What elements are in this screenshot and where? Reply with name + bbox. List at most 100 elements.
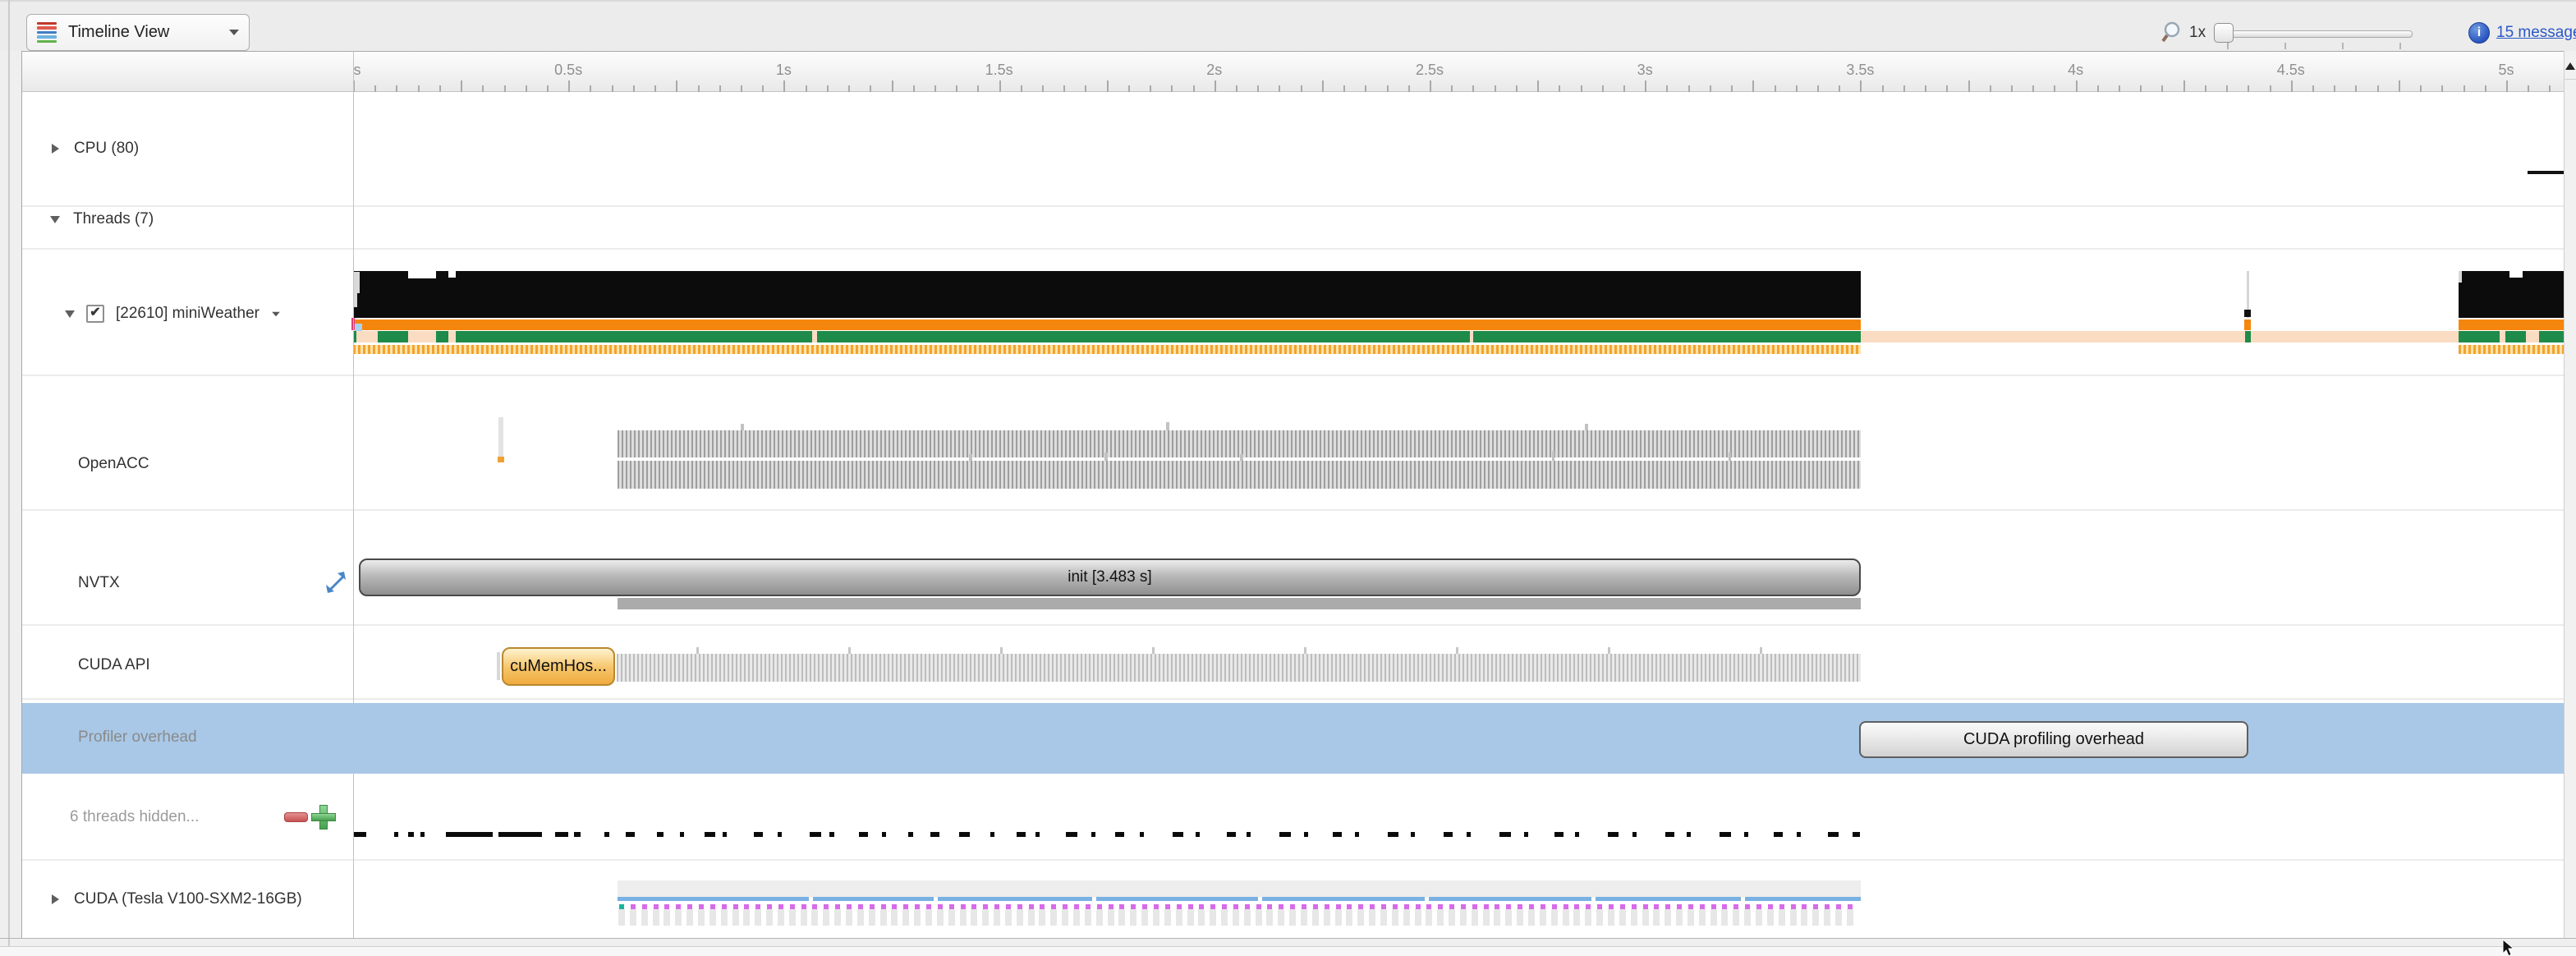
vertical-scrollbar[interactable] — [2564, 51, 2576, 938]
scroll-up-icon[interactable] — [2565, 62, 2575, 70]
show-thread-button[interactable] — [311, 805, 336, 830]
profiler-overhead-event-label: CUDA profiling overhead — [1963, 730, 2145, 748]
ruler-tick — [1063, 85, 1066, 92]
cuda-memory-strip — [618, 909, 625, 926]
zoom-slider[interactable] — [2220, 30, 2413, 38]
hidden-thread-activity-dash — [1687, 832, 1691, 837]
cuda-memory-strip — [1471, 909, 1478, 926]
cuda-memory-tick — [1256, 904, 1261, 909]
expander-collapsed-icon[interactable] — [52, 144, 59, 154]
cuda-memory-strip — [925, 909, 932, 926]
sidebar-item-threads[interactable]: Threads (7) — [22, 202, 351, 237]
ruler-tick — [1989, 85, 1991, 92]
hidden-thread-activity-dash — [859, 832, 868, 837]
hide-thread-button[interactable] — [284, 812, 308, 822]
cuda-memory-strip — [1482, 909, 1490, 926]
expand-row-icon[interactable] — [325, 570, 348, 595]
cuda-memory-strip — [1403, 909, 1410, 926]
ruler-tick — [1171, 85, 1173, 92]
cuda-api-events-strip[interactable] — [617, 654, 1861, 682]
cuda-memory-strip — [1357, 909, 1365, 926]
cuda-memory-tick — [1347, 904, 1352, 909]
ruler-tick — [1150, 85, 1152, 92]
openacc-events-row-1[interactable] — [618, 430, 1861, 457]
cuda-memory-strip — [1721, 909, 1729, 926]
cuda-memory-strip — [971, 909, 978, 926]
timeline-ruler[interactable] — [22, 52, 2564, 92]
cuda-memory-tick — [983, 904, 989, 909]
sidebar-item-cpu[interactable]: CPU (80) — [22, 131, 351, 166]
cuda-memory-tick — [1028, 904, 1034, 909]
cuda-api-cumemhost-event-bar[interactable]: cuMemHos... — [502, 647, 615, 686]
expander-collapsed-icon[interactable] — [52, 894, 59, 904]
zoom-slider-handle[interactable] — [2214, 23, 2234, 43]
sidebar-item-cuda-api[interactable]: CUDA API — [22, 648, 351, 683]
cuda-memory-tick — [1199, 904, 1205, 909]
nvtx-init-event-bar[interactable]: init [3.483 s] — [359, 558, 1861, 596]
cuda-memory-strip — [1414, 909, 1421, 926]
hidden-thread-activity-dash — [1227, 832, 1236, 837]
cuda-memory-strip — [709, 909, 716, 926]
view-selector-dropdown[interactable]: Timeline View — [26, 14, 250, 51]
openacc-events-row-2[interactable] — [618, 461, 1861, 489]
ruler-tick — [2334, 85, 2336, 92]
cuda-memory-strip — [1789, 909, 1797, 926]
ruler-tick-label: 2.5s — [1415, 62, 1444, 78]
hidden-thread-activity-dash — [778, 832, 782, 837]
hidden-thread-activity-dash — [394, 832, 398, 837]
ruler-tick — [590, 85, 592, 92]
sidebar-item-miniweather-thread[interactable]: ✔ [22610] miniWeather — [22, 296, 351, 331]
sidebar-item-profiler-overhead[interactable]: Profiler overhead — [22, 720, 351, 755]
cuda-memory-tick — [1233, 904, 1238, 909]
cuda-memory-tick — [619, 904, 624, 909]
cuda-memory-tick — [732, 904, 738, 909]
expander-expanded-icon[interactable] — [50, 215, 60, 223]
cuda-memory-tick — [1529, 904, 1534, 909]
thread-event-mark — [2244, 310, 2251, 317]
cuda-memory-strip — [1744, 909, 1752, 926]
cuda-memory-strip — [732, 909, 739, 926]
openacc-event-spike — [1585, 424, 1588, 430]
ruler-tick — [1407, 85, 1410, 92]
cuda-memory-tick — [653, 904, 659, 909]
cuda-memory-strip — [902, 909, 910, 926]
cuda-memory-strip — [891, 909, 898, 926]
cuda-memory-tick — [1745, 904, 1751, 909]
cuda-memory-strip — [1562, 909, 1569, 926]
cuda-memory-strip — [1607, 909, 1614, 926]
hidden-thread-activity-dash — [723, 832, 727, 837]
cuda-memory-strip — [1164, 909, 1171, 926]
row-separator — [22, 248, 2564, 250]
cuda-memory-tick — [744, 904, 750, 909]
cuda-memory-tick — [1005, 904, 1011, 909]
hidden-thread-activity-dash — [829, 832, 834, 837]
thread-checkbox[interactable]: ✔ — [86, 305, 104, 323]
cuda-api-event-spike — [1000, 647, 1003, 654]
thread-options-caret-icon[interactable] — [272, 311, 280, 316]
ruler-tick — [1321, 80, 1324, 92]
cuda-profiling-overhead-event-bar[interactable]: CUDA profiling overhead — [1859, 721, 2248, 758]
cuda-memory-strip — [1687, 909, 1694, 926]
cuda-memory-tick — [1153, 904, 1159, 909]
ruler-tick — [2420, 85, 2422, 92]
cuda-memory-strip — [1141, 909, 1149, 926]
cuda-memory-tick — [1380, 904, 1386, 909]
cuda-memory-tick — [1790, 904, 1796, 909]
tree-timeline-divider[interactable] — [353, 51, 354, 938]
cuda-memory-strip — [856, 909, 864, 926]
cuda-memory-strip — [629, 909, 636, 926]
sidebar-item-openacc[interactable]: OpenACC — [22, 447, 351, 481]
messages-link[interactable]: 15 messages — [2496, 24, 2576, 41]
expander-expanded-icon[interactable] — [65, 310, 75, 318]
sidebar-item-cuda-device[interactable]: CUDA (Tesla V100-SXM2-16GB) — [22, 882, 351, 917]
bottom-strip — [0, 946, 2576, 956]
ruler-tick — [912, 85, 915, 92]
hidden-thread-activity-dash — [1828, 832, 1839, 837]
cuda-memory-tick — [1847, 904, 1853, 909]
ruler-tick — [1192, 85, 1195, 92]
cuda-memory-tick — [1733, 904, 1739, 909]
sidebar-item-nvtx[interactable]: NVTX — [22, 566, 351, 600]
cuda-api-event-spike — [1760, 647, 1762, 654]
cuda-memory-strip — [1596, 909, 1604, 926]
cuda-api-event-spike — [1456, 647, 1458, 654]
